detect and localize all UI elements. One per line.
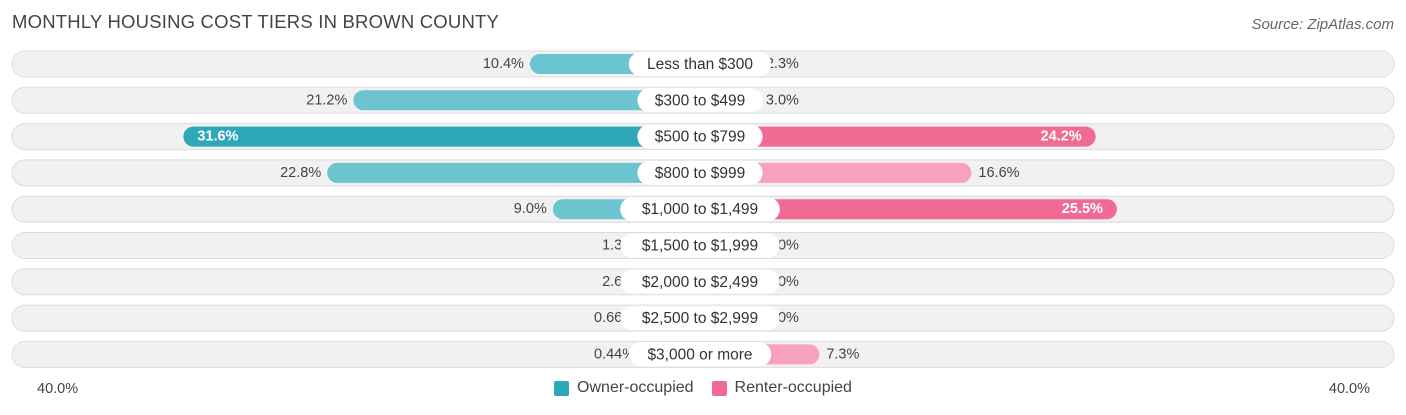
category-label: $500 to $799 bbox=[655, 129, 746, 146]
category-pill bbox=[620, 269, 780, 294]
owner-value-label: 9.0% bbox=[514, 201, 547, 217]
category-pill bbox=[637, 124, 763, 149]
owner-bar bbox=[183, 126, 701, 147]
axis-left-label: 40.0% bbox=[37, 381, 79, 397]
owner-value-label: 0.44% bbox=[594, 346, 635, 362]
source-note: Source: ZipAtlas.com bbox=[1251, 16, 1394, 33]
owner-value-label: 31.6% bbox=[197, 129, 238, 145]
renter-value-label: 3.0% bbox=[766, 92, 799, 108]
legend-renter: Renter-occupied bbox=[711, 379, 852, 397]
owner-value-label: 10.4% bbox=[483, 56, 524, 72]
owner-bar bbox=[327, 162, 700, 183]
renter-value-label: 24.2% bbox=[1041, 129, 1082, 145]
legend-owner: Owner-occupied bbox=[554, 379, 694, 397]
category-pill bbox=[628, 342, 772, 367]
renter-value-label: 16.6% bbox=[978, 165, 1019, 181]
renter-value-label: 7.3% bbox=[826, 346, 859, 362]
category-pill bbox=[620, 306, 780, 331]
category-label: $300 to $499 bbox=[655, 92, 746, 109]
category-label: $1,500 to $1,999 bbox=[642, 238, 758, 255]
renter-bar bbox=[700, 162, 972, 183]
owner-value-label: 21.2% bbox=[306, 92, 347, 108]
owner-bar bbox=[353, 90, 700, 111]
owner-value-label: 22.8% bbox=[280, 165, 321, 181]
renter-bar bbox=[700, 199, 1117, 220]
diverging-bar-chart: 10.4% 2.3% Less than $300 21.2% 3.0% $300 to … bbox=[11, 50, 1395, 368]
category-label: $2,500 to $2,999 bbox=[642, 310, 758, 327]
category-pill bbox=[620, 233, 780, 258]
legend-renter-label: Renter-occupied bbox=[734, 379, 852, 396]
category-pill bbox=[637, 88, 763, 113]
legend-owner-label: Owner-occupied bbox=[577, 379, 694, 396]
category-label: $2,000 to $2,499 bbox=[642, 274, 758, 291]
category-label: $3,000 or more bbox=[647, 346, 752, 363]
category-label: $1,000 to $1,499 bbox=[642, 201, 758, 218]
axis-right-label: 40.0% bbox=[1328, 381, 1370, 397]
renter-bar bbox=[700, 126, 1096, 147]
category-label: Less than $300 bbox=[647, 56, 753, 73]
legend-owner-swatch bbox=[554, 380, 570, 396]
renter-value-label: 2.3% bbox=[766, 56, 799, 72]
legend: Owner-occupied Renter-occupied bbox=[0, 379, 1406, 397]
category-label: $800 to $999 bbox=[655, 165, 746, 182]
category-pill bbox=[637, 160, 763, 185]
chart-title: MONTHLY HOUSING COST TIERS IN BROWN COUN… bbox=[12, 11, 500, 32]
legend-renter-swatch bbox=[711, 380, 727, 396]
category-pill bbox=[628, 52, 772, 76]
category-pill bbox=[620, 197, 780, 222]
renter-value-label: 25.5% bbox=[1062, 201, 1103, 217]
